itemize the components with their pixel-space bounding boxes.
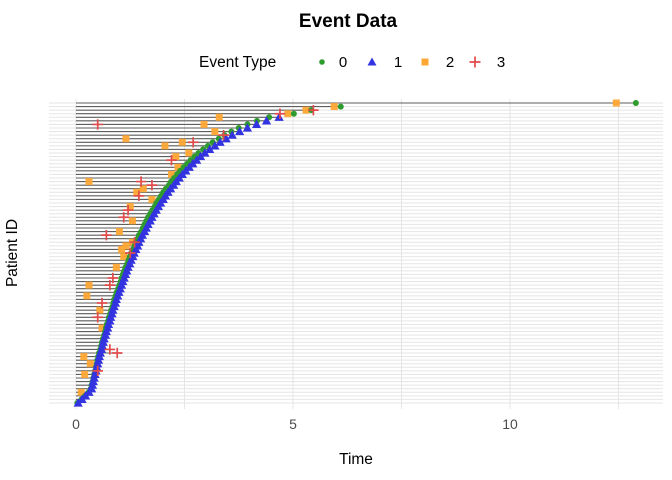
- event-marker-type2: [118, 245, 126, 253]
- event-marker-type2: [133, 188, 141, 196]
- legend-label-3: 3: [497, 54, 505, 71]
- x-axis-title: Time: [339, 451, 373, 468]
- event-marker-type2: [83, 292, 91, 300]
- event-marker-type3: [112, 347, 123, 359]
- event-marker-type2: [284, 110, 292, 118]
- event-marker-type3: [274, 108, 286, 119]
- event-marker-type3: [101, 229, 112, 241]
- legend: Event Type 0 1 2 3: [199, 54, 505, 71]
- event-marker-type3: [125, 247, 136, 259]
- event-marker-type3: [133, 190, 145, 202]
- event-marker-type3: [218, 129, 229, 141]
- event-marker-type2: [115, 228, 123, 236]
- event-marker-type2: [167, 170, 175, 178]
- event-marker-type1: [261, 116, 272, 125]
- x-tick-10: 10: [502, 416, 518, 432]
- event-marker-type0: [290, 110, 297, 117]
- event-marker-type3: [92, 312, 103, 323]
- event-marker-type3: [118, 212, 129, 223]
- event-marker-type3: [129, 237, 140, 248]
- event-marker-type3: [104, 344, 116, 355]
- chart-title: Event Data: [299, 11, 398, 32]
- event-marker-type2: [302, 106, 310, 114]
- event-marker-type1: [242, 123, 253, 132]
- legend-label-1: 1: [394, 54, 402, 71]
- event-marker-type3: [166, 154, 177, 166]
- legend-label-0: 0: [339, 54, 347, 71]
- event-marker-type1: [235, 126, 245, 136]
- event-marker-type2: [215, 113, 223, 121]
- x-tick-5: 5: [289, 416, 297, 432]
- event-marker-type2: [128, 217, 136, 225]
- event-marker-type3: [146, 179, 158, 191]
- event-marker-type3: [104, 279, 116, 291]
- legend-title: Event Type: [199, 54, 276, 71]
- event-marker-type1: [205, 144, 215, 154]
- event-marker-type2: [612, 99, 620, 107]
- event-marker-type2: [80, 353, 88, 361]
- event-marker-type2: [330, 103, 338, 111]
- event-marker-type1: [274, 112, 284, 121]
- x-tick-0: 0: [72, 416, 80, 432]
- event-marker-type1: [251, 119, 262, 129]
- event-marker-type3: [122, 204, 134, 216]
- event-marker-type2: [122, 242, 130, 250]
- event-marker-type2: [148, 195, 156, 203]
- y-axis-title: Patient ID: [4, 219, 21, 287]
- event-marker-type2: [98, 324, 106, 332]
- event-marker-type2: [120, 253, 128, 261]
- event-marker-type3: [308, 104, 319, 116]
- event-marker-type0: [337, 103, 344, 110]
- event-marker-type1: [210, 141, 220, 150]
- event-marker-type2: [77, 388, 85, 396]
- legend-triangle-icon: [367, 57, 377, 66]
- event-marker-type3: [92, 119, 103, 130]
- x-axis: 0 5 10: [72, 416, 518, 432]
- plot-panel: [49, 99, 663, 409]
- event-marker-type2: [126, 203, 134, 211]
- event-marker-type2: [174, 163, 182, 171]
- event-marker-type2: [85, 178, 93, 186]
- event-marker-type1: [200, 148, 210, 157]
- legend-label-2: 2: [446, 54, 454, 71]
- event-marker-type1: [215, 137, 225, 146]
- event-marker-type2: [185, 149, 193, 157]
- event-marker-type3: [135, 176, 147, 187]
- event-marker-type1: [73, 398, 83, 407]
- event-marker-type2: [161, 142, 169, 150]
- event-marker-type1: [227, 130, 237, 139]
- legend-circle-icon: [319, 59, 325, 65]
- event-marker-type3: [92, 365, 103, 377]
- event-marker-type1: [192, 155, 202, 164]
- event-marker-type2: [81, 370, 89, 378]
- event-marker-type2: [211, 128, 219, 136]
- legend-square-icon: [421, 58, 429, 66]
- event-marker-type2: [112, 263, 120, 271]
- event-marker-type2: [178, 138, 186, 146]
- legend-plus-icon: [469, 56, 481, 68]
- event-marker-type3: [107, 272, 119, 284]
- event-marker-type2: [85, 281, 93, 289]
- event-marker-type2: [200, 120, 208, 128]
- event-marker-type2: [96, 306, 104, 314]
- event-marker-type1: [77, 394, 87, 404]
- event-marker-type3: [96, 297, 108, 309]
- event-marker-type2: [86, 360, 94, 368]
- event-marker-type3: [187, 137, 199, 148]
- event-marker-type2: [172, 153, 180, 161]
- event-marker-type2: [139, 185, 147, 193]
- event-marker-type1: [195, 151, 206, 161]
- event-marker-type2: [122, 135, 130, 143]
- event-marker-type0: [632, 100, 639, 106]
